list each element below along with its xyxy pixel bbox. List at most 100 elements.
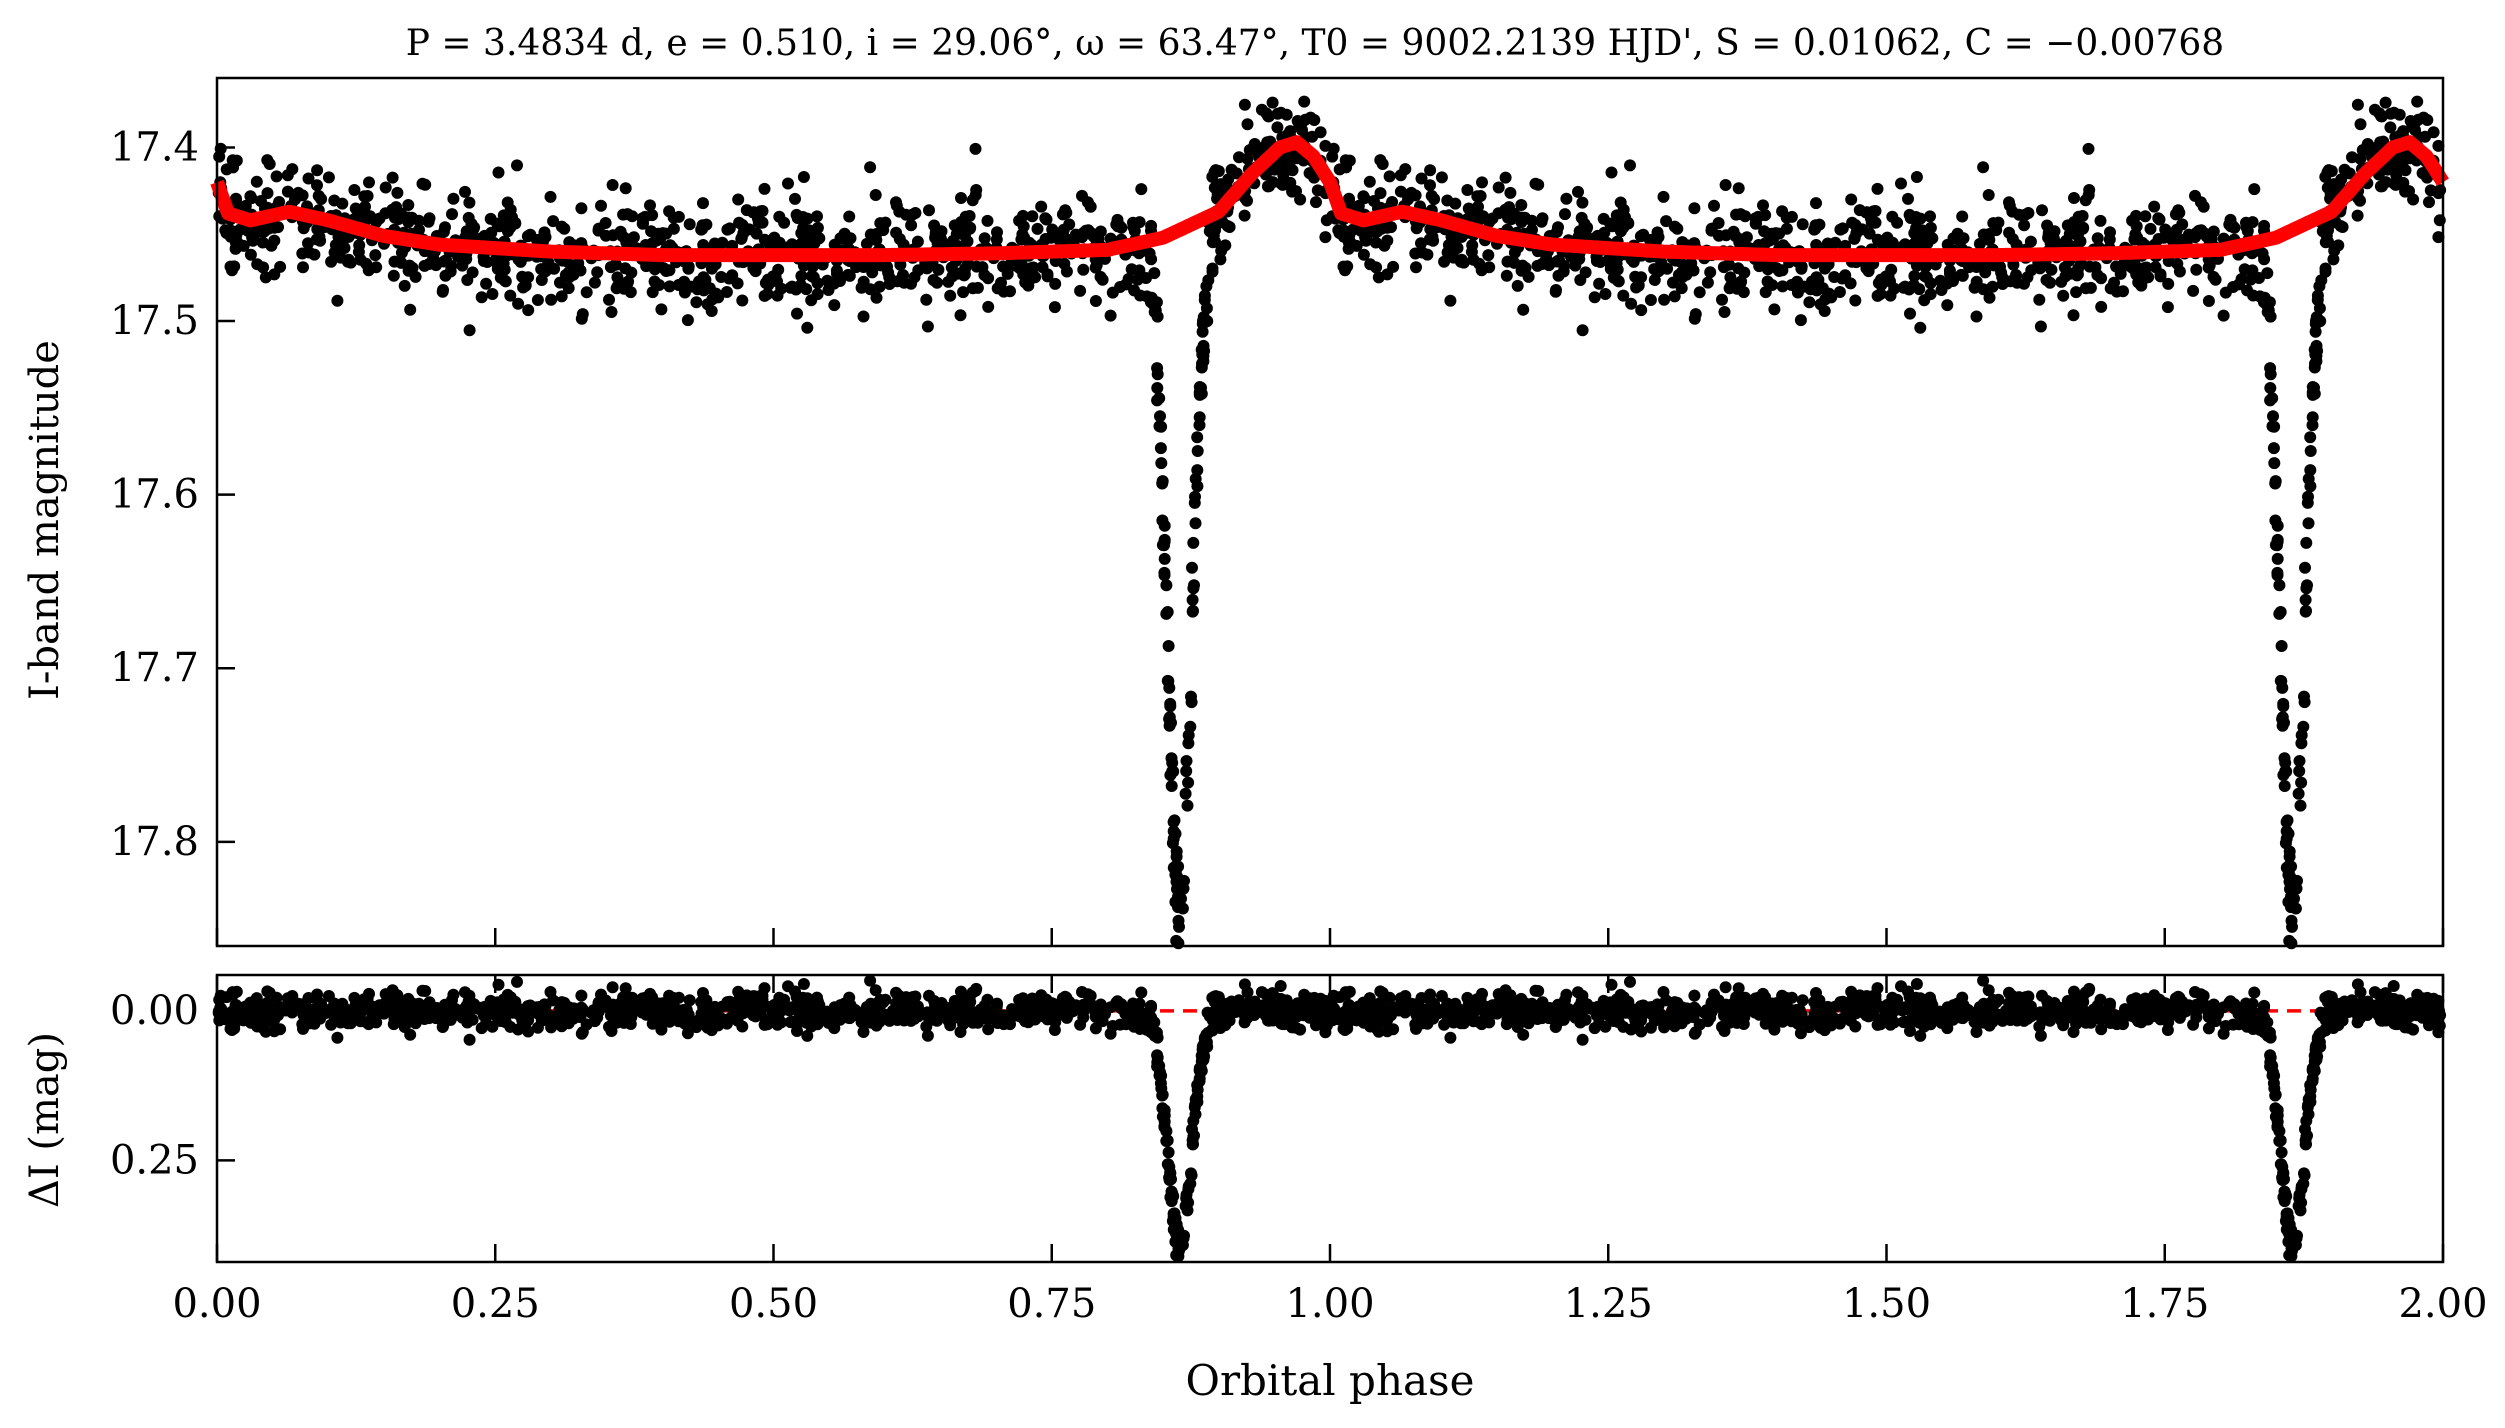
observation-point — [1151, 368, 1164, 381]
observation-point — [2059, 270, 2072, 283]
residual-point — [1409, 1007, 1422, 1020]
residual-point — [2022, 990, 2035, 1003]
residual-point — [626, 991, 639, 1004]
residual-point — [1479, 1007, 1491, 1020]
residual-point — [959, 1010, 971, 1023]
observation-point — [2324, 188, 2337, 201]
observation-point — [2306, 388, 2319, 401]
observation-point — [466, 266, 479, 279]
observation-point — [1833, 286, 1846, 298]
residual-point — [1739, 991, 1752, 1004]
observation-point — [1158, 535, 1171, 548]
observation-point — [756, 205, 769, 217]
observation-point — [1924, 210, 1936, 223]
observation-point — [1895, 177, 1907, 190]
observation-point — [2390, 169, 2403, 182]
residual-point — [1185, 1167, 1197, 1180]
observation-point — [646, 286, 659, 299]
observation-point — [281, 185, 294, 198]
observation-point — [1739, 210, 1752, 223]
observation-point — [1738, 266, 1751, 279]
observation-point — [611, 280, 624, 293]
observation-point — [2432, 139, 2445, 152]
observation-point — [405, 211, 418, 224]
observation-point — [1438, 255, 1451, 268]
residual-point — [2356, 995, 2369, 1008]
observation-point — [2304, 480, 2317, 493]
observation-point — [1637, 228, 1650, 241]
top-y-tick-label: 17.8 — [110, 819, 199, 865]
observation-point — [1776, 205, 1789, 218]
residual-point — [811, 1014, 824, 1027]
residual-point — [1180, 1192, 1193, 1205]
residual-point — [1261, 999, 1274, 1011]
observation-point — [778, 216, 791, 229]
observation-point — [1457, 256, 1470, 269]
residual-point — [1757, 987, 1769, 1000]
observation-point — [695, 223, 708, 236]
observation-point — [1716, 293, 1728, 306]
observation-point — [920, 293, 933, 306]
observation-point — [1354, 224, 1367, 237]
residual-point — [1182, 1183, 1195, 1196]
residual-point — [339, 1008, 352, 1021]
residual-point — [1627, 1009, 1640, 1022]
residual-point — [2281, 1207, 2294, 1220]
residual-point — [646, 1017, 659, 1030]
observation-point — [475, 291, 488, 304]
observation-point — [1951, 227, 1964, 240]
observation-point — [229, 194, 242, 207]
observation-point — [576, 308, 589, 321]
residual-point — [715, 1012, 728, 1025]
observation-point — [1990, 224, 2003, 237]
observation-point — [1187, 582, 1200, 595]
observation-point — [2279, 756, 2292, 769]
observation-point — [314, 234, 327, 247]
observation-point — [2411, 95, 2424, 108]
observation-point — [1579, 266, 1592, 279]
residual-point — [373, 999, 386, 1012]
residual-point — [1624, 975, 1636, 988]
observation-point — [2403, 185, 2415, 198]
observation-point — [1153, 392, 1166, 405]
x-tick-label: 0.50 — [729, 1281, 818, 1327]
residual-point — [472, 1002, 485, 1015]
observation-point — [1476, 176, 1488, 189]
observation-point — [1924, 277, 1937, 290]
observation-point — [1160, 579, 1173, 592]
residual-point — [758, 1018, 771, 1031]
observation-point — [2244, 273, 2257, 286]
observation-point — [2104, 282, 2117, 295]
observation-point — [1604, 217, 1617, 230]
residual-point — [625, 1011, 638, 1024]
observation-point — [2267, 410, 2279, 423]
observation-point — [392, 213, 405, 225]
observation-point — [369, 249, 382, 262]
residual-point — [2288, 1235, 2300, 1248]
observation-point — [1593, 277, 1606, 290]
residual-point — [1084, 989, 1097, 1002]
residual-point — [842, 1006, 855, 1019]
observation-point — [2161, 301, 2174, 314]
observation-point — [2298, 690, 2310, 703]
observation-point — [1675, 282, 1688, 295]
observation-point — [328, 194, 341, 207]
residual-point — [1675, 1017, 1688, 1030]
observation-point — [2152, 212, 2165, 225]
observation-point — [1167, 832, 1180, 845]
observation-point — [2286, 920, 2298, 933]
observation-point — [595, 199, 607, 212]
residual-point — [1926, 999, 1939, 1012]
observation-point — [406, 261, 419, 274]
observation-point — [416, 177, 429, 190]
observation-point — [261, 187, 274, 200]
observation-point — [1770, 262, 1783, 275]
observation-point — [1156, 514, 1169, 527]
observation-point — [1482, 249, 1495, 262]
observation-point — [1442, 239, 1455, 251]
observation-point — [1212, 165, 1225, 178]
observation-point — [519, 279, 532, 292]
observation-point — [873, 280, 886, 293]
observation-point — [1924, 288, 1937, 301]
residual-point — [348, 991, 361, 1004]
